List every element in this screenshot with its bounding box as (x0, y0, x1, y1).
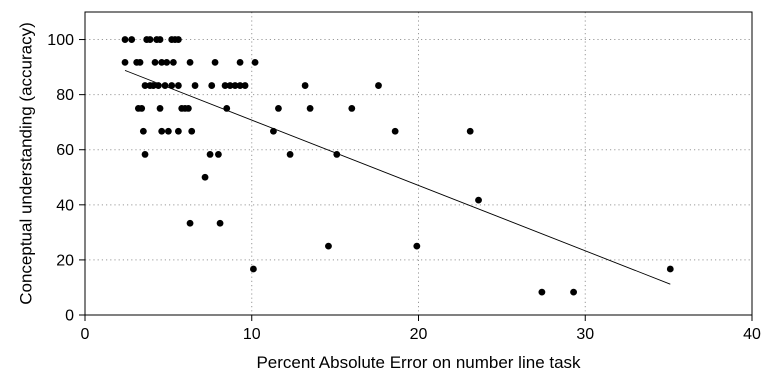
data-point (236, 59, 244, 66)
data-point (168, 82, 176, 89)
x-tick-label: 20 (410, 326, 428, 343)
data-point (163, 59, 171, 66)
trend-line-group (124, 69, 671, 285)
data-point (158, 127, 166, 135)
data-point (325, 242, 332, 250)
data-point (241, 82, 249, 89)
data-point (226, 82, 234, 89)
data-point (333, 151, 341, 158)
y-tick-label: 20 (56, 252, 74, 269)
x-axis-label: Percent Absolute Error on number line ta… (256, 353, 581, 372)
data-points (121, 36, 674, 296)
x-tick-label: 10 (243, 326, 261, 343)
data-point (475, 196, 482, 204)
x-tick-label: 40 (743, 326, 761, 343)
data-point (156, 105, 164, 112)
x-tick-label: 30 (576, 326, 594, 343)
data-point (174, 127, 182, 135)
data-point (538, 288, 546, 296)
data-point (146, 36, 154, 43)
axis-ticks: 0 10 20 30 40 0 20 40 60 80 100 (47, 32, 761, 343)
data-point (306, 105, 314, 112)
data-point (191, 82, 199, 89)
data-point (215, 151, 222, 158)
data-point (275, 105, 282, 112)
data-point (348, 105, 356, 112)
data-point (151, 59, 159, 66)
data-point (156, 36, 164, 43)
y-tick-label: 60 (56, 142, 74, 159)
data-point (466, 127, 474, 135)
data-point (138, 105, 146, 112)
data-point (154, 82, 162, 89)
data-point (128, 36, 136, 43)
y-tick-label: 80 (56, 87, 74, 104)
data-point (141, 151, 149, 158)
data-point (206, 151, 214, 158)
data-point (250, 265, 257, 273)
data-point (221, 82, 229, 89)
data-point (236, 82, 244, 89)
data-point (270, 127, 277, 135)
data-point (136, 59, 144, 66)
data-point (570, 288, 577, 296)
data-point (301, 82, 309, 89)
data-point (174, 82, 182, 89)
data-point (174, 36, 182, 43)
data-point (251, 59, 259, 66)
data-point (375, 82, 382, 89)
data-point (666, 265, 674, 273)
data-point (186, 219, 194, 227)
data-point (201, 173, 209, 181)
data-point (121, 59, 129, 66)
data-point (211, 59, 219, 66)
data-point (161, 82, 169, 89)
x-tick-label: 0 (81, 326, 90, 343)
trend-line (124, 69, 671, 285)
data-point (149, 82, 157, 89)
y-tick-label: 0 (65, 308, 74, 325)
data-point (121, 36, 129, 43)
data-point (188, 127, 196, 135)
data-point (231, 82, 239, 89)
data-point (141, 82, 149, 89)
data-point (208, 82, 216, 89)
data-point (158, 59, 166, 66)
data-point (216, 219, 224, 227)
data-point (223, 105, 231, 112)
y-axis-label: Conceptual understanding (accuracy) (16, 22, 35, 305)
data-point (164, 127, 172, 135)
data-point (413, 242, 421, 250)
y-tick-label: 40 (56, 197, 74, 214)
data-point (286, 151, 294, 158)
data-point (184, 105, 192, 112)
y-tick-label: 100 (47, 32, 74, 49)
grid-lines (85, 12, 752, 315)
data-point (139, 127, 147, 135)
data-point (186, 59, 194, 66)
data-point (169, 59, 177, 66)
data-point (391, 127, 399, 135)
